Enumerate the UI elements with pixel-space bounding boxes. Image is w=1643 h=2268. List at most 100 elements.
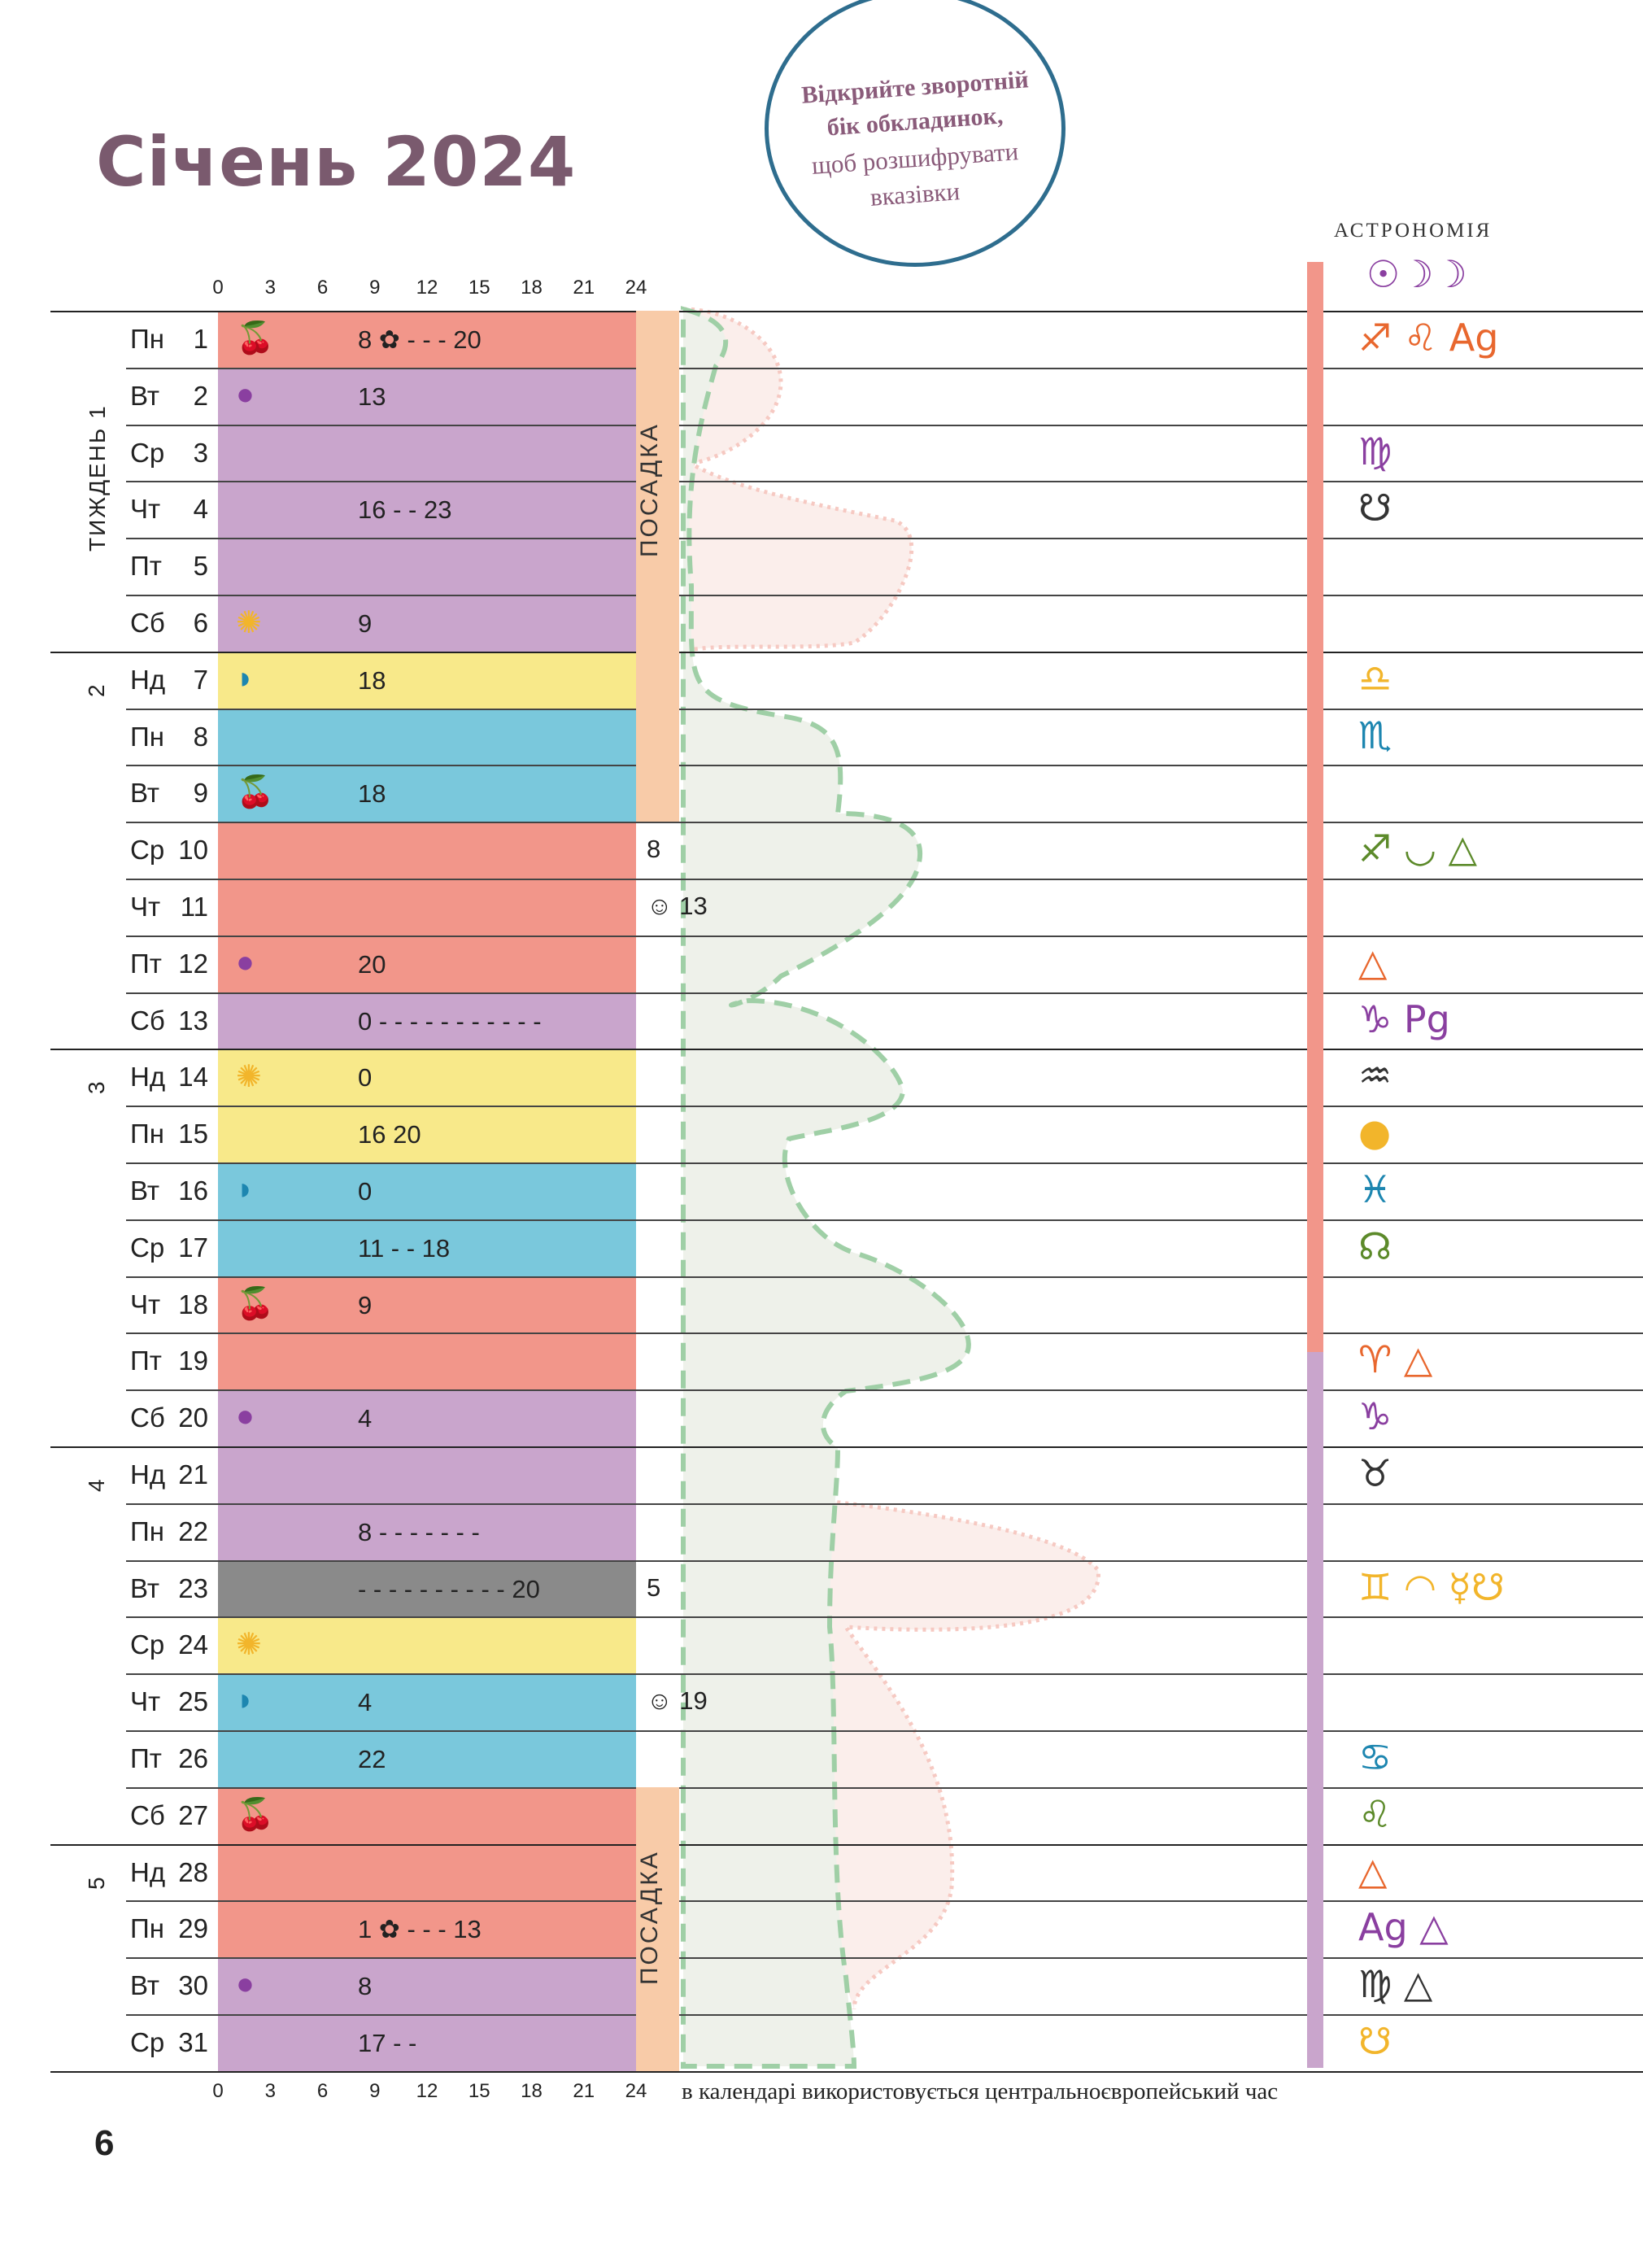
row-divider (126, 1389, 1643, 1392)
astronomy-symbols: ♉ (1358, 1451, 1392, 1495)
pink-curve-lower (682, 1486, 1100, 2010)
astronomy-symbols: △ (1358, 940, 1388, 984)
row-divider (126, 1559, 1643, 1562)
week-divider (50, 1049, 1643, 1051)
hour-tick-label: 3 (264, 2080, 276, 2102)
planting-block (636, 311, 679, 822)
cherry-icon: 🍒 (236, 321, 275, 355)
info-circle: Відкрийте зворотній бік обкладинок, щоб … (765, 0, 1066, 267)
hour-tick-label: 15 (468, 2080, 490, 2102)
day-number: 25 (178, 1686, 208, 1717)
astronomy-symbols: ♌ (1358, 1791, 1392, 1836)
day-number: 16 (178, 1175, 208, 1206)
week-divider (50, 311, 1643, 312)
astronomy-symbols: ♑ (1358, 1394, 1392, 1439)
weekday-label: Вт (130, 1572, 160, 1603)
time-label: 9 (358, 1290, 373, 1319)
beet-icon: ● (236, 944, 255, 979)
page-title: Січень 2024 (96, 122, 577, 202)
green-curve (681, 306, 971, 2069)
row-divider (126, 1957, 1643, 1960)
astronomy-symbols: ♊ ◠ ☿☋ (1358, 1564, 1505, 1609)
page-number: 6 (94, 2123, 115, 2163)
day-band (218, 1675, 636, 1730)
astronomy-header-symbols: ☉☽☽ (1366, 252, 1467, 296)
day-number: 15 (178, 1119, 208, 1149)
row-divider (126, 538, 1643, 540)
astronomy-symbols: ♑ Pg (1358, 997, 1450, 1041)
day-number: 26 (178, 1743, 208, 1773)
day-number: 2 (193, 380, 208, 411)
row-divider (126, 2014, 1643, 2016)
row-divider (126, 1162, 1643, 1164)
weekday-label: Вт (130, 778, 160, 809)
weekday-label: Ср (130, 835, 165, 866)
row-divider (126, 1219, 1643, 1221)
week-divider (50, 651, 1643, 653)
row-divider (126, 822, 1643, 824)
day-band (218, 596, 636, 652)
flower-icon: ✺ (236, 1628, 262, 1663)
day-band (218, 1220, 636, 1276)
astronomy-symbols: ☋ (1358, 486, 1392, 530)
astronomy-symbols: ♍ (1358, 429, 1392, 473)
leaf-icon: ◗ (236, 661, 255, 696)
weekday-label: Нд (130, 1459, 166, 1489)
day-number: 19 (178, 1346, 208, 1376)
day-number: 22 (178, 1516, 208, 1546)
astronomy-symbols: ♏ (1358, 713, 1392, 757)
time-label: 13 (358, 382, 386, 411)
time-label: 18 (358, 665, 386, 695)
weekday-label: Чт (130, 494, 161, 525)
day-band (218, 1050, 636, 1106)
hour-tick-label: 15 (468, 277, 490, 299)
weekday-label: Пн (130, 1516, 164, 1546)
weekday-label: Вт (130, 1175, 160, 1206)
day-band (218, 1902, 636, 1958)
hour-tick-label: 24 (625, 277, 647, 299)
day-band (218, 936, 636, 992)
day-number: 31 (178, 2027, 208, 2057)
hour-tick-label: 9 (369, 2080, 381, 2102)
day-band (218, 1107, 636, 1162)
hour-tick-label: 9 (369, 277, 381, 299)
day-band (218, 766, 636, 822)
time-label: 16 - - 23 (358, 495, 452, 525)
leaf-icon: ◗ (236, 1683, 255, 1718)
hour-tick-label: 12 (416, 2080, 438, 2102)
day-number: 14 (178, 1062, 208, 1093)
day-number: 30 (178, 1970, 208, 2001)
day-number: 7 (193, 664, 208, 695)
day-number: 11 (180, 892, 208, 922)
leaf-icon: ◗ (236, 1172, 255, 1206)
week-label: ТИЖДЕНЬ 1 (85, 404, 110, 552)
row-divider (126, 992, 1643, 994)
time-label: 8 (358, 1972, 373, 2001)
row-divider (126, 708, 1643, 710)
day-band (218, 539, 636, 595)
astronomy-symbols: ♎ (1358, 656, 1392, 700)
day-number: 17 (178, 1232, 208, 1263)
row-divider (126, 1332, 1643, 1335)
day-band (218, 1788, 636, 1844)
day-band (218, 1391, 636, 1446)
time-label: 0 (358, 1063, 373, 1093)
weekday-label: Пт (130, 948, 162, 979)
weekday-label: Чт (130, 892, 161, 922)
day-band (218, 880, 636, 936)
day-band (218, 482, 636, 539)
day-number: 24 (178, 1629, 208, 1660)
hour-tick-label: 18 (521, 2080, 543, 2102)
footer-note: в календарі використовується центральноє… (682, 2078, 1279, 2104)
pink-curve (682, 307, 914, 653)
time-label: 16 20 (358, 1120, 421, 1149)
day-band (218, 1504, 636, 1560)
astronomy-symbols: ♓ (1358, 1167, 1392, 1211)
hour-tick-label: 0 (212, 2080, 224, 2102)
weekday-label: Ср (130, 2027, 165, 2057)
time-label: 4 (358, 1404, 373, 1433)
time-label: 18 (358, 779, 386, 809)
flower-icon: ✺ (236, 1060, 262, 1095)
planting-label: ПОСАДКА (636, 1849, 663, 1985)
week-label: 4 (84, 1477, 109, 1492)
